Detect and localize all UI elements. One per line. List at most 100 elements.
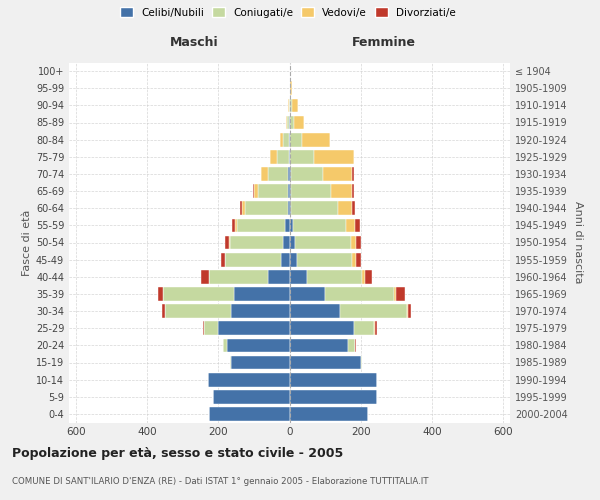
Bar [290,373,377,386]
Bar [225,253,226,266]
Bar [289,133,290,146]
Bar [203,322,204,335]
Bar [353,322,374,335]
Bar [314,150,353,164]
Bar [355,338,356,352]
Bar [291,184,331,198]
Y-axis label: Fasce di età: Fasce di età [22,210,32,276]
Bar [225,236,229,250]
Bar [204,322,218,335]
Text: COMUNE DI SANT'ILARIO D'ENZA (RE) - Dati ISTAT 1° gennaio 2005 - Elaborazione TU: COMUNE DI SANT'ILARIO D'ENZA (RE) - Dati… [12,478,428,486]
Bar [331,184,352,198]
Bar [268,270,290,283]
Bar [355,218,360,232]
Bar [254,184,258,198]
Bar [356,253,361,266]
Bar [290,82,292,95]
Bar [289,167,290,181]
Bar [323,167,352,181]
Bar [285,218,290,232]
Bar [352,202,355,215]
Bar [288,184,290,198]
Bar [223,338,227,352]
Bar [241,202,242,215]
Bar [287,116,289,130]
Bar [289,98,290,112]
Bar [208,373,290,386]
Bar [165,304,231,318]
Bar [237,218,285,232]
Bar [235,218,237,232]
Legend: Celibi/Nubili, Coniugati/e, Vedovi/e, Divorziati/e: Celibi/Nubili, Coniugati/e, Vedovi/e, Di… [118,5,458,20]
Bar [352,253,356,266]
Bar [262,167,268,181]
Bar [290,356,361,370]
Bar [230,236,283,250]
Bar [293,218,346,232]
Bar [361,356,362,370]
Bar [270,150,277,164]
Bar [227,338,290,352]
Bar [231,356,290,370]
Bar [277,150,289,164]
Bar [229,236,230,250]
Bar [292,98,298,112]
Bar [290,407,368,421]
Bar [290,270,307,283]
Bar [280,133,283,146]
Bar [286,116,287,130]
Bar [209,270,268,283]
Bar [353,150,354,164]
Bar [281,253,290,266]
Bar [209,407,290,421]
Text: Femmine: Femmine [352,36,416,49]
Bar [290,304,340,318]
Bar [352,167,353,181]
Bar [163,287,235,301]
Bar [407,304,411,318]
Bar [338,202,352,215]
Bar [375,322,377,335]
Bar [290,253,298,266]
Bar [269,150,270,164]
Bar [351,236,356,250]
Bar [242,202,245,215]
Bar [290,184,291,198]
Bar [221,253,225,266]
Bar [162,304,165,318]
Bar [346,218,355,232]
Bar [356,236,361,250]
Bar [289,150,290,164]
Bar [290,287,325,301]
Bar [340,304,407,318]
Bar [158,287,163,301]
Bar [283,236,290,250]
Bar [231,304,290,318]
Bar [232,218,235,232]
Bar [253,184,254,198]
Bar [260,167,262,181]
Bar [325,287,394,301]
Bar [290,150,314,164]
Bar [290,236,295,250]
Bar [258,184,288,198]
Bar [290,116,294,130]
Bar [290,167,323,181]
Bar [201,270,209,283]
Bar [362,270,365,283]
Bar [213,390,290,404]
Bar [230,356,231,370]
Bar [352,184,354,198]
Bar [290,218,293,232]
Bar [365,270,373,283]
Bar [268,167,289,181]
Bar [302,133,330,146]
Y-axis label: Anni di nascita: Anni di nascita [573,201,583,284]
Bar [298,253,352,266]
Bar [288,202,290,215]
Bar [218,322,290,335]
Bar [307,270,362,283]
Bar [291,202,338,215]
Bar [290,322,353,335]
Bar [290,98,292,112]
